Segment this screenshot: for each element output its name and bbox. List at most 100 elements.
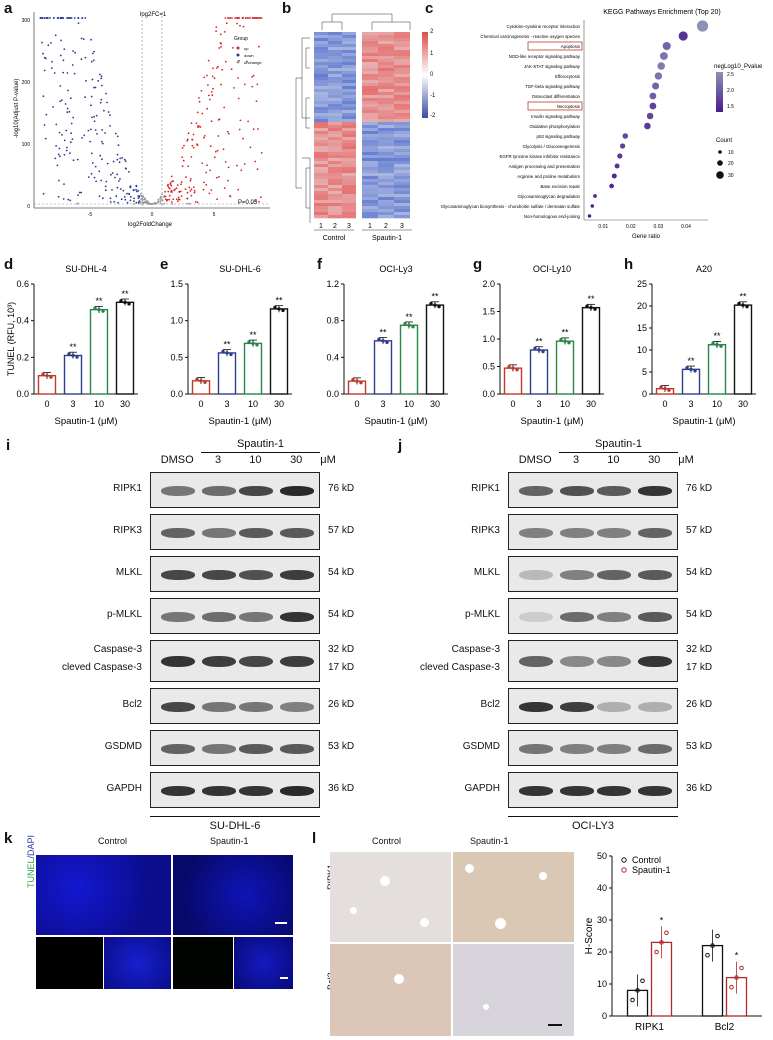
- heatmap-cell: [342, 104, 356, 108]
- heatmap-cell: [378, 164, 394, 168]
- replicate-point: [351, 377, 355, 382]
- hscore-legend-swatch: [621, 857, 627, 863]
- volcano-point: [110, 173, 112, 176]
- blot-kd-label: 36 kD: [328, 783, 355, 794]
- volcano-point: [192, 146, 195, 149]
- heatmap-cell: [362, 167, 378, 171]
- heatmap-cell: [362, 137, 378, 141]
- volcano-point: [84, 17, 87, 19]
- heatmap-cell: [342, 71, 356, 75]
- bar: [243, 342, 263, 395]
- bar-ytick-label: 5: [642, 367, 647, 377]
- kegg-pathway-label: Antigen processing and presentation: [509, 164, 581, 169]
- heatmap-cell: [328, 194, 342, 198]
- volcano-point: [237, 188, 240, 191]
- volcano-point: [217, 65, 220, 68]
- bar-chart-title: A20: [696, 264, 712, 274]
- replicate-point: [403, 322, 407, 326]
- blot-band: [638, 485, 673, 496]
- volcano-point: [117, 144, 120, 147]
- blot-strip-ripk1: [508, 472, 678, 508]
- volcano-point: [251, 76, 254, 78]
- volcano-point: [185, 176, 187, 179]
- heatmap-cell: [378, 182, 394, 186]
- volcano-point: [117, 201, 119, 204]
- heatmap-cell: [394, 128, 410, 132]
- heatmap-cell: [394, 47, 410, 51]
- heatmap-cell: [342, 203, 356, 207]
- volcano-point: [103, 109, 105, 112]
- blot-band: [202, 527, 236, 538]
- heatmap-cell: [362, 56, 378, 60]
- volcano-point: [124, 167, 127, 170]
- volcano-point: [115, 195, 118, 198]
- heatmap-cell: [342, 92, 356, 96]
- volcano-point: [256, 83, 259, 86]
- blot-band: [560, 527, 594, 538]
- heatmap-cell: [378, 98, 394, 102]
- replicate-point: [745, 304, 749, 309]
- heatmap-cell: [328, 149, 342, 153]
- bar-xlabel: Spautin-1 (μM): [208, 416, 271, 427]
- blot-band: [519, 527, 554, 538]
- volcano-point: [175, 187, 178, 190]
- volcano-point: [189, 190, 192, 192]
- heatmap-cell: [314, 155, 328, 159]
- blot-band: [638, 701, 673, 712]
- volcano-point: [60, 99, 63, 102]
- heatmap-cell: [328, 176, 342, 180]
- heatmap-cell: [362, 173, 378, 177]
- blot-band: [280, 527, 315, 538]
- kegg-dot: [590, 204, 595, 208]
- blot-lane-label: μM: [320, 454, 336, 466]
- volcano-point: [259, 17, 262, 19]
- volcano-point: [210, 120, 213, 123]
- volcano-point: [138, 195, 141, 198]
- volcano-point: [242, 17, 245, 19]
- volcano-point: [180, 181, 183, 183]
- volcano-point: [94, 129, 97, 131]
- hscore-ytick-label: 50: [597, 851, 607, 861]
- replicate-point: [411, 325, 415, 329]
- blot-strip-gsdmd: [150, 730, 320, 766]
- heatmap-cell: [378, 32, 394, 36]
- heat-scale-m2: -2: [430, 113, 436, 119]
- volcano-point: [157, 200, 160, 203]
- hscore-point: [715, 933, 720, 939]
- heatmap-cell: [362, 83, 378, 87]
- kegg-xtick: 0.01: [598, 224, 608, 230]
- heatmap-cell: [378, 53, 394, 57]
- blot-band: [280, 485, 315, 496]
- heatmap-cell: [362, 77, 378, 81]
- heatmap-cell: [378, 125, 394, 129]
- heatmap-cell: [328, 83, 342, 87]
- volcano-point: [101, 140, 103, 143]
- heatmap-cell: [378, 185, 394, 189]
- heatmap-cell: [378, 71, 394, 75]
- volcano-point: [93, 115, 95, 118]
- volcano-point: [56, 164, 59, 167]
- volcano-point: [41, 41, 43, 44]
- heatmap-cell: [342, 212, 356, 216]
- kegg-pathway-label: TGF-beta signaling pathway: [525, 84, 581, 89]
- heatmap-cell: [394, 191, 410, 195]
- volcano-point: [140, 202, 142, 204]
- heatmap-cell: [342, 113, 356, 117]
- heatmap-cell: [378, 41, 394, 45]
- volcano-ytick-200: 200: [22, 80, 31, 86]
- volcano-point: [186, 191, 189, 194]
- replicate-point: [515, 367, 519, 372]
- volcano-point: [160, 195, 162, 198]
- volcano-point: [193, 191, 196, 194]
- replicate-point: [559, 338, 563, 342]
- kegg-dot: [644, 122, 651, 130]
- volcano-point: [224, 17, 227, 19]
- volcano-point: [114, 132, 117, 135]
- kegg-dots: [587, 20, 709, 218]
- volcano-point: [92, 59, 95, 62]
- volcano-point: [215, 30, 218, 32]
- volcano-point: [216, 198, 219, 201]
- bar-chart-su-dhl-6: SU-DHL-6 0.0 0.5 1.0 1.5 0 3 ** 10 ** 30 ** Spautin-…: [170, 264, 292, 427]
- heatmap-cell: [394, 194, 410, 198]
- panel-label-c: c: [425, 0, 434, 17]
